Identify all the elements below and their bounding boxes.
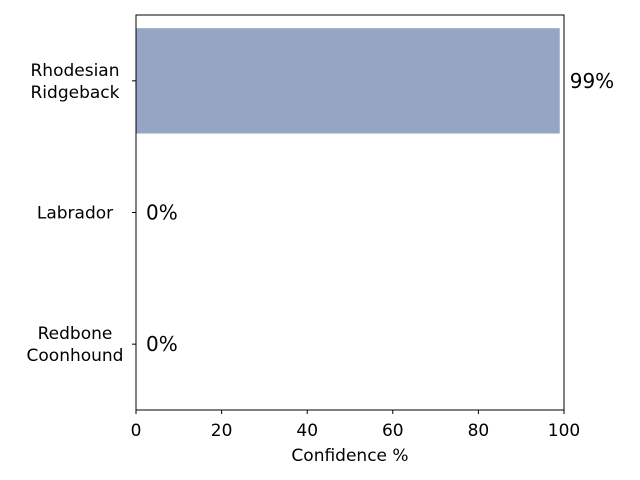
x-axis-ticks: 0 20 40 60 80 100 [131, 410, 580, 441]
category-label: Labrador [37, 204, 113, 224]
category-label-line: Rhodesian [30, 61, 119, 81]
x-tick-label: 20 [211, 421, 233, 441]
bars-group [136, 28, 560, 134]
x-tick-label: 0 [131, 421, 142, 441]
x-axis-title: Confidence % [291, 446, 408, 466]
x-tick-label: 40 [296, 421, 318, 441]
data-label: 99% [570, 69, 614, 93]
x-tick-label: 80 [468, 421, 490, 441]
data-labels-group: 99% 0% 0% [146, 69, 614, 356]
category-label-line: Labrador [37, 204, 113, 224]
category-label: Redbone Coonhound [27, 324, 124, 366]
category-label-line: Redbone [38, 324, 113, 344]
category-label-line: Coonhound [27, 346, 124, 366]
data-label: 0% [146, 332, 178, 356]
x-tick-label: 100 [548, 421, 580, 441]
x-tick-label: 60 [382, 421, 404, 441]
category-label: Rhodesian Ridgeback [30, 61, 119, 103]
category-label-line: Ridgeback [31, 83, 120, 103]
y-axis-ticks: Rhodesian Ridgeback Labrador Redbone Coonhou… [27, 61, 136, 366]
bar [136, 28, 560, 134]
data-label: 0% [146, 201, 178, 225]
